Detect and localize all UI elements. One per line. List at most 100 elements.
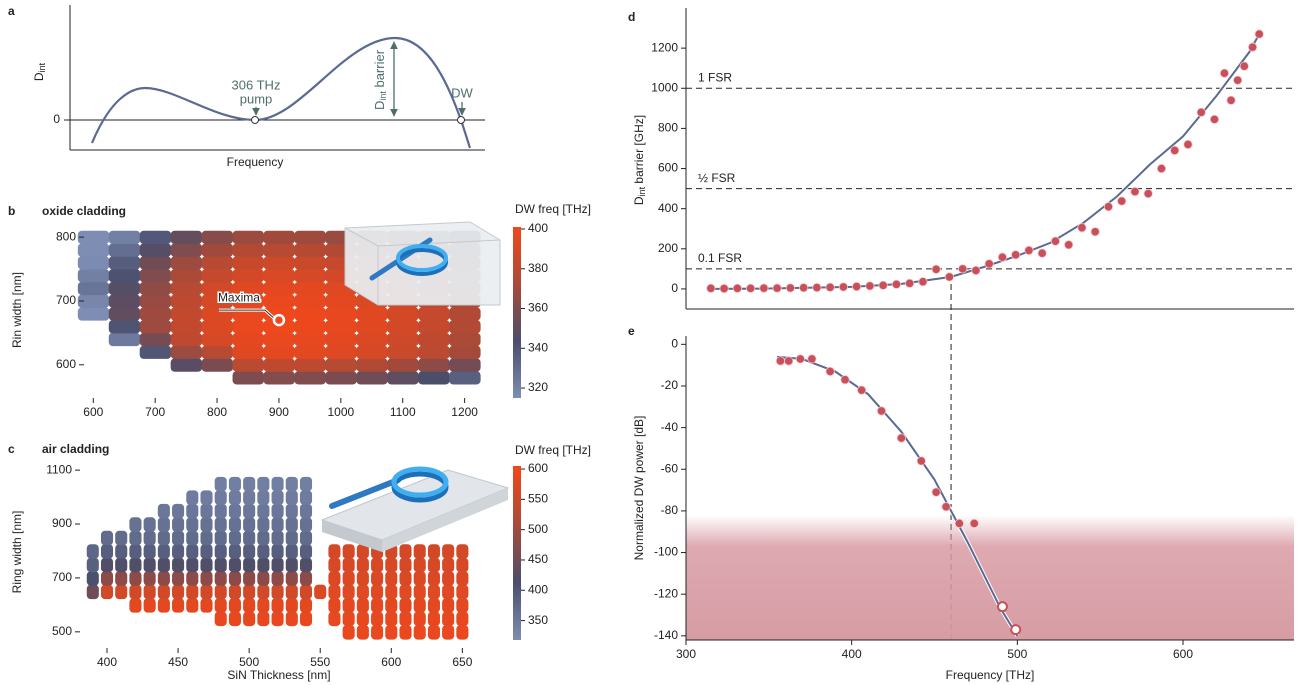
data-point: [807, 354, 817, 364]
colorbar-tick-label: 350: [528, 613, 548, 627]
x-tick-label: 300: [676, 647, 696, 661]
colorbar-tick-label: 360: [528, 301, 548, 315]
heat-cell: [157, 557, 170, 573]
heat-cell: [342, 598, 355, 613]
y-tick-label: 1200: [651, 40, 678, 54]
heat-cell: [157, 517, 170, 532]
heat-cell: [449, 320, 481, 334]
data-point: [838, 282, 848, 292]
heat-cell: [228, 530, 241, 546]
heat-cell: [143, 598, 156, 613]
heat-cell: [200, 571, 213, 586]
heat-cell: [100, 584, 114, 600]
data-point: [840, 375, 850, 385]
heat-cell: [143, 544, 156, 559]
y-tick-label: 0: [671, 281, 678, 295]
heat-cell: [157, 571, 170, 586]
heat-cell: [285, 571, 298, 586]
y-tick-label: 700: [52, 570, 72, 584]
heat-cell: [263, 345, 295, 359]
heat-cell: [285, 544, 298, 559]
y-tick-label: 1100: [46, 462, 72, 476]
ring: [391, 466, 449, 498]
colorbar-tick-label: 450: [528, 552, 548, 566]
heat-cell: [385, 571, 398, 586]
heat-cell: [263, 230, 295, 245]
heat-cell: [387, 320, 419, 334]
annotation: DW: [451, 85, 473, 100]
heat-cell: [157, 584, 170, 600]
heat-cell: [271, 476, 284, 492]
heat-cell: [328, 571, 341, 586]
heat-cell: [186, 557, 199, 573]
data-point: [1183, 139, 1193, 150]
heat-cell: [108, 332, 141, 347]
data-point: [1233, 75, 1243, 85]
y-label: Rin width [nm]: [10, 272, 24, 348]
heat-cell: [299, 598, 313, 613]
heat-cell: [139, 307, 172, 321]
heat-cell: [328, 598, 341, 613]
data-point: [1130, 187, 1140, 197]
heat-cell: [170, 281, 203, 296]
heat-cell: [139, 332, 172, 347]
heat-cell: [263, 269, 295, 283]
y-tick-label: 600: [56, 357, 76, 371]
heat-cell: [100, 557, 114, 573]
heat-cell: [115, 571, 128, 586]
cladding-box: [344, 221, 501, 306]
data-point: [984, 259, 994, 269]
heat-cell: [214, 571, 227, 586]
heat-cell: [129, 598, 142, 613]
data-point: [971, 265, 981, 276]
heat-cell: [201, 281, 234, 296]
heat-cell: [157, 530, 170, 546]
heat-cell: [232, 230, 264, 245]
heat-cell: [263, 332, 295, 347]
heat-cell: [271, 611, 284, 627]
y-tick-label: 0: [53, 112, 60, 126]
subscript: int: [37, 62, 47, 72]
substrate-side: [382, 488, 508, 552]
heat-cell: [172, 544, 185, 559]
data-point: [759, 283, 769, 293]
heat-cell: [115, 557, 128, 573]
x-tick-label: 800: [207, 405, 227, 419]
data-point: [1247, 42, 1258, 52]
x-tick-label: 700: [145, 405, 165, 419]
heat-cell: [325, 371, 357, 385]
heat-cell: [214, 490, 227, 505]
heat-cell: [427, 584, 440, 600]
heat-cell: [263, 358, 295, 372]
heat-cell: [271, 584, 284, 600]
heat-cell: [427, 625, 440, 640]
heat-cell: [371, 571, 384, 586]
heat-cell: [325, 294, 357, 308]
heat-cell: [228, 611, 241, 627]
heat-cell: [214, 598, 227, 613]
heat-cell: [214, 557, 227, 573]
heat-cell: [449, 358, 481, 372]
panel-a: 0 Dint 306 THz pump Dint barrier DW Freq…: [32, 5, 485, 169]
data-point: [732, 283, 742, 293]
subscript: int: [637, 186, 647, 196]
heat-cell: [356, 544, 369, 559]
heat-cell: [228, 557, 241, 573]
heat-cell: [129, 584, 142, 600]
reference-label: 0.1 FSR: [698, 251, 742, 265]
heat-cell: [228, 544, 241, 559]
data-point: [1239, 61, 1249, 71]
heat-cell: [139, 269, 172, 283]
heat-cell: [399, 598, 412, 613]
heat-cell: [143, 530, 156, 546]
heat-cell: [172, 503, 185, 519]
heat-cell: [243, 557, 256, 573]
subscript: int: [378, 91, 388, 101]
heat-cell: [325, 358, 357, 372]
data-point: [772, 283, 782, 293]
data-point: [746, 283, 756, 293]
data-point: [775, 356, 786, 366]
data-point: [1254, 29, 1264, 39]
heat-cell: [271, 544, 284, 559]
heat-cell: [108, 243, 141, 257]
